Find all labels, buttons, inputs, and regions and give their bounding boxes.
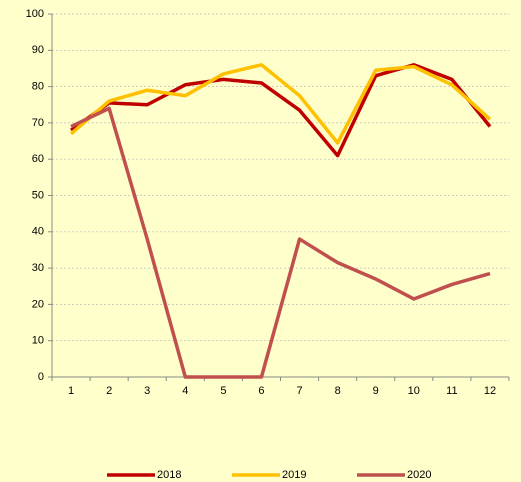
x-tick-label: 11 — [446, 385, 457, 397]
x-tick-label: 4 — [182, 385, 188, 397]
y-tick-label: 50 — [32, 189, 44, 201]
y-tick-label: 10 — [32, 335, 44, 347]
x-tick-label: 7 — [296, 385, 302, 397]
legend-label: 2018 — [157, 469, 181, 481]
legend-label: 2019 — [282, 469, 306, 481]
y-tick-label: 20 — [32, 298, 44, 310]
x-tick-label: 1 — [68, 385, 74, 397]
x-tick-label: 8 — [335, 385, 341, 397]
series-line — [69, 63, 492, 145]
y-tick-label: 60 — [32, 153, 44, 165]
x-tick-label: 2 — [106, 385, 112, 397]
series-line — [70, 63, 492, 158]
legend-label: 2020 — [407, 469, 431, 481]
y-tick-label: 0 — [38, 371, 44, 383]
x-tick-label: 12 — [484, 385, 496, 397]
y-tick-label: 80 — [32, 81, 44, 93]
y-tick-label: 90 — [32, 44, 44, 56]
y-tick-label: 70 — [32, 117, 44, 129]
y-tick-label: 100 — [26, 8, 44, 20]
x-tick-label: 3 — [144, 385, 150, 397]
x-tick-label: 10 — [408, 385, 420, 397]
x-tick-label: 9 — [373, 385, 379, 397]
y-tick-label: 30 — [32, 262, 44, 274]
x-tick-label: 6 — [258, 385, 264, 397]
series-line — [70, 106, 491, 379]
x-tick-label: 5 — [220, 385, 226, 397]
y-tick-label: 40 — [32, 226, 44, 238]
